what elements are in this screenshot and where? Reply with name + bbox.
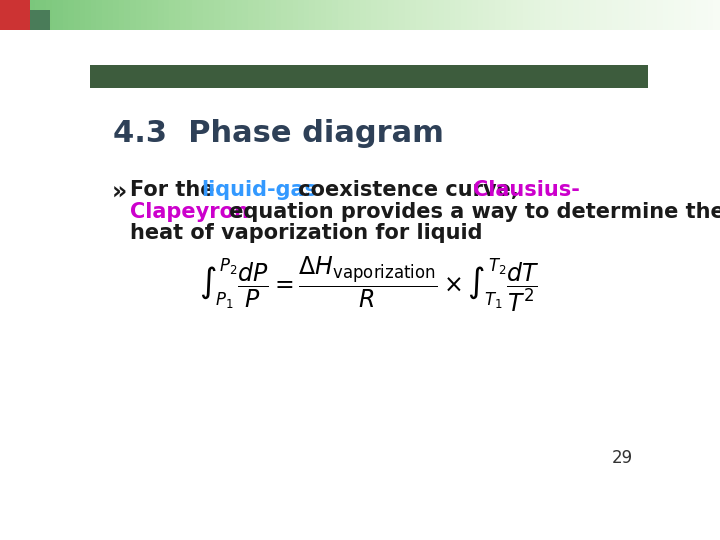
Text: equation provides a way to determine the: equation provides a way to determine the xyxy=(222,202,720,222)
Text: 29: 29 xyxy=(611,449,632,467)
Text: Clapeyron: Clapeyron xyxy=(130,202,249,222)
Text: 4.3  Phase diagram: 4.3 Phase diagram xyxy=(113,119,444,148)
Text: »: » xyxy=(112,180,127,204)
Text: heat of vaporization for liquid: heat of vaporization for liquid xyxy=(130,224,483,244)
Text: For the: For the xyxy=(130,180,222,200)
Text: Clausius-: Clausius- xyxy=(474,180,580,200)
Text: coexistence curve,: coexistence curve, xyxy=(292,180,526,200)
Text: $\int_{P_1}^{P_2} \dfrac{dP}{P} = \dfrac{\Delta H_{\mathrm{vaporization}}}{R} \t: $\int_{P_1}^{P_2} \dfrac{dP}{P} = \dfrac… xyxy=(199,254,539,314)
Text: liquid-gas: liquid-gas xyxy=(202,180,318,200)
FancyBboxPatch shape xyxy=(90,65,648,88)
